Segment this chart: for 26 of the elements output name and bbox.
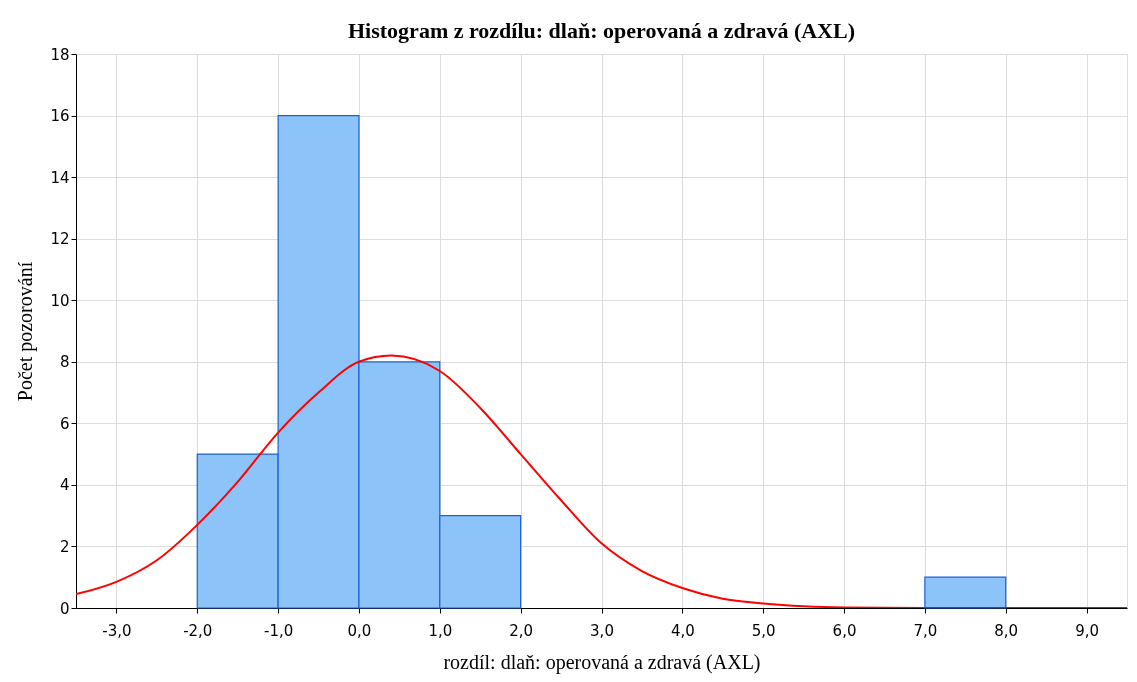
chart-title: Histogram z rozdílu: dlaň: operovaná a zdravá (AXL) [348,18,855,43]
y-tick-label: 0 [59,599,70,618]
y-tick-label: 6 [59,414,70,433]
x-tick-label: -2,0 [183,621,213,640]
x-tick-label: 1,0 [428,621,453,640]
y-tick-label: 14 [50,168,70,187]
x-tick-label: 6,0 [832,621,857,640]
x-tick-label: 4,0 [670,621,695,640]
y-tick-label: 8 [59,353,70,372]
x-tick-label: 8,0 [994,621,1019,640]
x-tick-label: 3,0 [590,621,614,640]
x-tick-label: 5,0 [751,621,776,640]
x-tick-label: 9,0 [1075,621,1100,640]
x-tick-label: 0,0 [347,621,372,640]
y-axis-title: Počet pozorování [14,261,38,402]
y-tick-label: 2 [59,537,70,556]
y-tick-label: 4 [59,476,70,495]
x-tick-label: 2,0 [509,621,534,640]
x-tick-label: 7,0 [913,621,938,640]
y-tick-label: 12 [50,230,70,249]
y-tick-label: 10 [50,291,70,310]
y-tick-label: 18 [50,45,70,64]
x-tick-label: -3,0 [102,621,132,640]
x-axis-title: rozdíl: dlaň: operovaná a zdravá (AXL) [443,650,761,674]
x-tick-label: -1,0 [263,621,294,640]
y-tick-label: 16 [50,107,70,126]
